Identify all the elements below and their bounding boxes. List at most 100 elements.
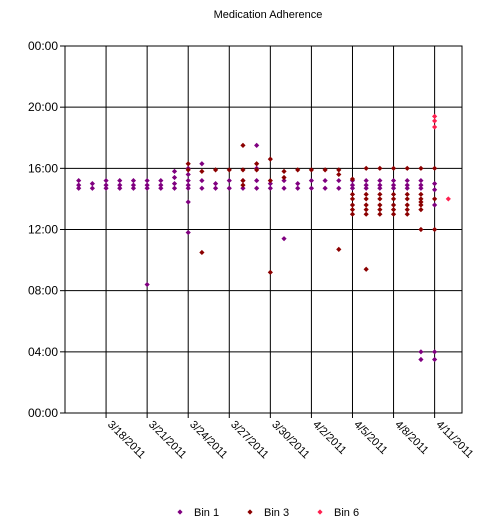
data-point <box>418 227 423 232</box>
data-point <box>391 202 396 207</box>
data-point <box>432 118 437 123</box>
data-point <box>350 207 355 212</box>
x-tick-label: 3/24/2011 <box>187 419 230 462</box>
data-point <box>199 250 204 255</box>
data-point <box>295 181 300 186</box>
data-point <box>432 124 437 129</box>
data-point <box>418 186 423 191</box>
data-point <box>186 178 191 183</box>
data-point <box>323 186 328 191</box>
series-1 <box>76 143 437 362</box>
data-point <box>350 212 355 217</box>
data-point <box>336 172 341 177</box>
data-point <box>364 192 369 197</box>
data-point <box>281 169 286 174</box>
data-point <box>377 212 382 217</box>
data-point <box>281 186 286 191</box>
data-point <box>268 178 273 183</box>
data-point <box>336 186 341 191</box>
data-point <box>364 267 369 272</box>
data-point <box>446 196 451 201</box>
data-point <box>432 187 437 192</box>
data-point <box>432 196 437 201</box>
data-point <box>350 186 355 191</box>
data-point <box>158 186 163 191</box>
data-point <box>405 166 410 171</box>
data-point <box>172 169 177 174</box>
legend-label: Bin 1 <box>194 507 219 519</box>
data-point <box>336 178 341 183</box>
data-point <box>103 186 108 191</box>
data-point <box>405 202 410 207</box>
data-point <box>158 178 163 183</box>
data-point <box>227 178 232 183</box>
data-point <box>90 181 95 186</box>
data-point <box>213 186 218 191</box>
data-point <box>418 192 423 197</box>
data-point <box>90 186 95 191</box>
data-point <box>350 196 355 201</box>
y-tick-label: 00:00 <box>28 406 58 420</box>
data-point <box>432 227 437 232</box>
y-tick-label: 20:00 <box>28 100 58 114</box>
data-point <box>391 196 396 201</box>
data-point <box>103 178 108 183</box>
data-point <box>364 196 369 201</box>
data-point <box>268 186 273 191</box>
data-point <box>432 202 437 207</box>
data-point <box>364 178 369 183</box>
data-point <box>254 178 259 183</box>
data-point <box>76 178 81 183</box>
data-point <box>145 178 150 183</box>
data-point <box>268 270 273 275</box>
y-axis: 00:00 04:00 08:00 12:00 16:00 20:00 00:00 <box>28 39 65 420</box>
legend-marker <box>317 509 322 514</box>
data-point <box>199 178 204 183</box>
data-point <box>405 207 410 212</box>
data-point <box>186 172 191 177</box>
data-point <box>405 192 410 197</box>
data-point <box>405 196 410 201</box>
data-point <box>432 181 437 186</box>
data-point <box>377 186 382 191</box>
data-point <box>131 178 136 183</box>
legend: Bin 1 Bin 3 Bin 6 <box>177 507 359 519</box>
data-point <box>432 357 437 362</box>
data-point <box>377 166 382 171</box>
x-tick-label: 3/18/2011 <box>105 419 148 462</box>
data-point <box>268 157 273 162</box>
data-point <box>364 207 369 212</box>
data-point <box>186 199 191 204</box>
data-point <box>323 178 328 183</box>
chart-title: Medication Adherence <box>214 9 323 21</box>
data-point <box>199 169 204 174</box>
x-tick-label: 4/5/2011 <box>351 419 389 457</box>
data-point <box>76 186 81 191</box>
data-point <box>295 186 300 191</box>
data-point <box>254 186 259 191</box>
data-point <box>240 183 245 188</box>
data-point <box>240 143 245 148</box>
data-point <box>309 186 314 191</box>
data-point <box>432 166 437 171</box>
data-point <box>418 349 423 354</box>
legend-label: Bin 3 <box>264 507 289 519</box>
data-point <box>172 186 177 191</box>
data-point <box>391 186 396 191</box>
data-point <box>117 186 122 191</box>
data-point <box>418 207 423 212</box>
data-point <box>186 161 191 166</box>
data-point <box>172 175 177 180</box>
data-point <box>213 181 218 186</box>
data-point <box>377 207 382 212</box>
data-point <box>418 202 423 207</box>
data-point <box>117 178 122 183</box>
x-tick-label: 4/11/2011 <box>433 419 475 461</box>
x-tick-label: 3/27/2011 <box>228 419 271 462</box>
data-point <box>364 166 369 171</box>
x-tick-label: 4/8/2011 <box>392 419 430 457</box>
y-tick-label: 12:00 <box>28 223 58 237</box>
data-point <box>131 186 136 191</box>
data-point <box>240 178 245 183</box>
x-tick-label: 3/30/2011 <box>269 419 312 462</box>
